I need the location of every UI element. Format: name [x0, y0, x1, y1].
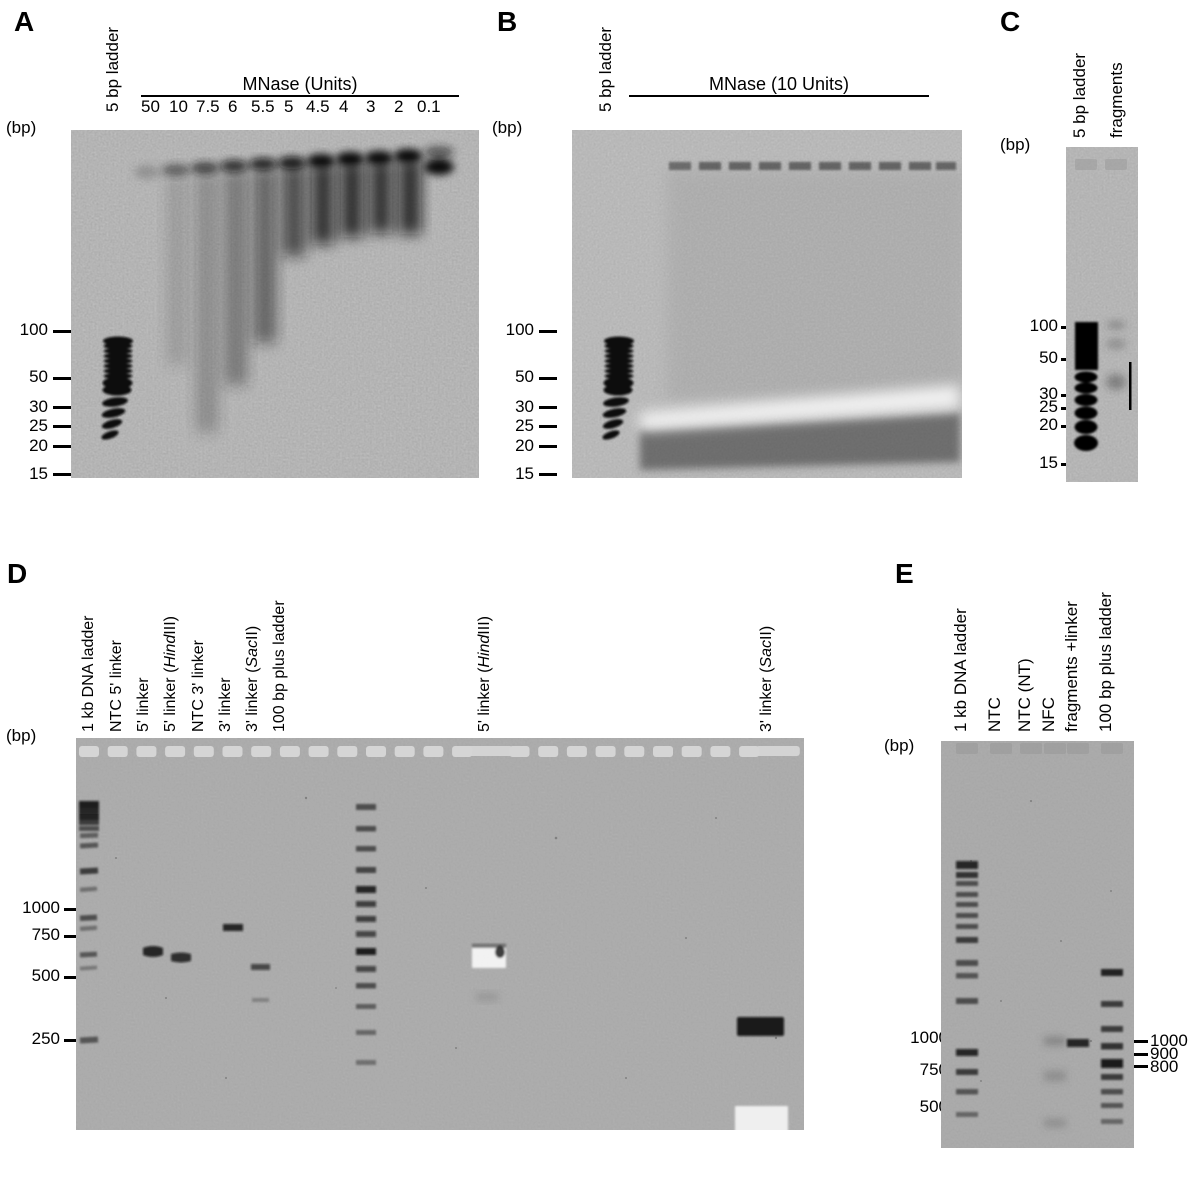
svg-text:5' linker (HindIII): 5' linker (HindIII): [476, 616, 493, 732]
svg-text:NFC: NFC: [1039, 697, 1058, 732]
svg-text:5' linker (HindIII): 5' linker (HindIII): [162, 616, 179, 732]
svg-text:5 bp ladder: 5 bp ladder: [103, 27, 122, 112]
svg-text:1 kb DNA ladder: 1 kb DNA ladder: [951, 608, 970, 732]
svg-text:1 kb DNA ladder: 1 kb DNA ladder: [80, 615, 97, 732]
svg-text:fragments +linker: fragments +linker: [1062, 601, 1081, 732]
svg-text:5' linker: 5' linker: [135, 677, 152, 732]
svg-text:fragments: fragments: [1107, 62, 1126, 138]
svg-text:NTC 3' linker: NTC 3' linker: [190, 639, 207, 732]
svg-text:3' linker: 3' linker: [217, 677, 234, 732]
svg-text:5 bp ladder: 5 bp ladder: [596, 27, 615, 112]
svg-text:100 bp plus ladder: 100 bp plus ladder: [1096, 592, 1115, 732]
svg-text:NTC 5' linker: NTC 5' linker: [108, 639, 125, 732]
svg-text:100 bp plus ladder: 100 bp plus ladder: [271, 600, 288, 732]
svg-text:NTC: NTC: [985, 697, 1004, 732]
svg-text:5 bp ladder: 5 bp ladder: [1070, 53, 1089, 138]
svg-text:NTC (NT): NTC (NT): [1015, 658, 1034, 732]
svg-text:3' linker (SacII): 3' linker (SacII): [758, 626, 775, 732]
svg-text:3' linker (SacII): 3' linker (SacII): [244, 626, 261, 732]
